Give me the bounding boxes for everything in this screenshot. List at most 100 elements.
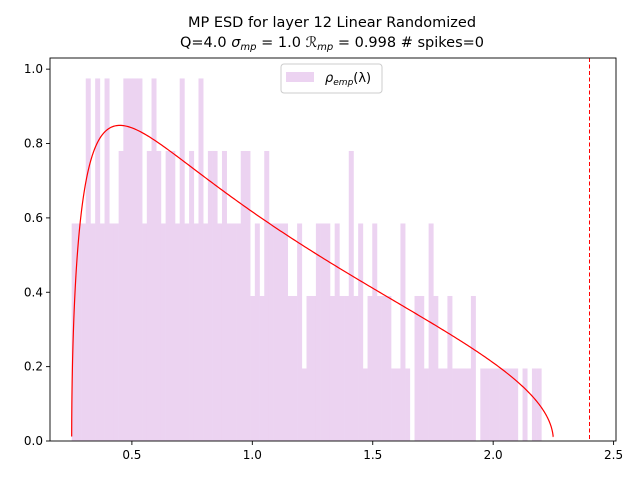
- histogram-bar: [452, 368, 458, 441]
- histogram-bar: [193, 223, 199, 441]
- title-sigma-value: = 1.0: [261, 35, 301, 51]
- y-axis-ticks: 0.0 0.2 0.4 0.6 0.8 1.0: [24, 62, 50, 448]
- histogram-bar: [508, 368, 514, 441]
- histogram-bar: [376, 295, 382, 441]
- histogram-bar: [513, 368, 519, 441]
- histogram-bar: [503, 368, 509, 441]
- histogram-bar: [132, 78, 138, 442]
- chart-title-line2: Q=4.0 σmp = 1.0 ℛmp = 0.998 # spikes=0: [180, 35, 484, 53]
- histogram-bar: [367, 295, 373, 441]
- histogram-bar: [353, 295, 359, 441]
- title-sigma-symbol: σ: [231, 35, 241, 51]
- legend-sub: emp: [333, 78, 353, 88]
- histogram-bar: [470, 295, 476, 441]
- histogram-bar: [184, 223, 190, 441]
- histogram-bar: [104, 78, 110, 442]
- mp-curve: [71, 124, 554, 438]
- x-tick-label: 0.5: [122, 448, 141, 462]
- histogram-bar: [240, 150, 246, 441]
- histogram-bar: [466, 368, 472, 441]
- histogram-bar: [189, 150, 195, 441]
- histogram-bar: [268, 223, 274, 441]
- histogram-bar: [250, 295, 256, 441]
- histogram-bar: [301, 368, 307, 441]
- histogram-bar: [109, 223, 115, 441]
- title-q: Q=4.0: [180, 35, 227, 51]
- histogram-bar: [254, 223, 260, 441]
- histogram-bar: [447, 295, 453, 441]
- histogram-bar: [95, 78, 101, 442]
- histogram-bar: [71, 223, 77, 441]
- histogram-bar: [400, 223, 406, 441]
- histogram-bar: [245, 150, 251, 441]
- legend-label: ρemp(λ): [325, 71, 371, 88]
- histogram-bar: [273, 223, 279, 441]
- histogram-bar: [334, 223, 340, 441]
- y-tick-label: 0.2: [24, 360, 43, 374]
- histogram-bar: [113, 223, 119, 441]
- histogram-bar: [221, 150, 227, 441]
- histogram-bar: [395, 368, 401, 441]
- histogram-bar: [386, 295, 392, 441]
- title-r-sub: mp: [317, 42, 333, 53]
- chart-title-line1: MP ESD for layer 12 Linear Randomized: [188, 15, 476, 31]
- x-tick-label: 2.0: [484, 448, 503, 462]
- histogram-bar: [405, 368, 411, 441]
- x-tick-label: 1.0: [243, 448, 262, 462]
- legend-box: [280, 63, 383, 94]
- histogram-bar: [231, 223, 237, 441]
- title-r-value: = 0.998: [338, 35, 396, 51]
- histogram-bar: [358, 223, 364, 441]
- histogram-bar: [151, 78, 157, 442]
- histogram-bar: [142, 223, 148, 441]
- histogram-bar: [99, 223, 105, 441]
- histogram-bar: [170, 150, 176, 441]
- histogram-bar: [297, 223, 303, 441]
- histogram-bar: [423, 368, 429, 441]
- y-tick-label: 0.8: [24, 137, 43, 151]
- legend-swatch: [286, 72, 314, 82]
- plot-frame: [49, 57, 617, 442]
- histogram-bar: [315, 223, 321, 441]
- histogram-bar: [381, 295, 387, 441]
- histogram-bar: [522, 368, 528, 441]
- histogram-bar: [489, 368, 495, 441]
- histogram-bar: [456, 368, 462, 441]
- histogram-bar: [156, 150, 162, 441]
- histogram-bars: [71, 78, 542, 442]
- histogram-bar: [362, 368, 368, 441]
- histogram-bar: [438, 368, 444, 441]
- y-tick-label: 1.0: [24, 62, 43, 76]
- histogram-bar: [76, 223, 82, 441]
- histogram-bar: [348, 150, 354, 441]
- histogram-bar: [160, 223, 166, 441]
- histogram-bar: [118, 150, 124, 441]
- histogram-bar: [90, 223, 96, 441]
- histogram-bar: [264, 150, 270, 441]
- histogram-bar: [499, 368, 505, 441]
- histogram-bar: [81, 223, 87, 441]
- histogram-bar: [146, 150, 152, 441]
- histogram-bar: [320, 223, 326, 441]
- histogram-bar: [372, 223, 378, 441]
- histogram-bar: [236, 223, 242, 441]
- histogram-bar: [428, 223, 434, 441]
- histogram-bar: [419, 295, 425, 441]
- x-axis-ticks: 0.5 1.0 1.5 2.0 2.5: [122, 441, 623, 462]
- histogram-bar: [414, 295, 420, 441]
- histogram-bar: [287, 295, 293, 441]
- histogram-bar: [175, 223, 180, 441]
- title-spikes: # spikes=0: [401, 35, 484, 51]
- legend-rho: ρ: [325, 71, 334, 86]
- histogram-bar: [217, 223, 223, 441]
- legend: ρemp(λ): [280, 63, 383, 94]
- x-tick-label: 1.5: [363, 448, 382, 462]
- histogram-bar: [292, 295, 298, 441]
- histogram-bar: [165, 150, 171, 441]
- histogram-bar: [484, 368, 490, 441]
- legend-arg: (λ): [353, 71, 371, 86]
- title-sigma-sub: mp: [240, 42, 256, 53]
- histogram-bar: [137, 78, 143, 442]
- y-tick-label: 0.4: [24, 285, 43, 299]
